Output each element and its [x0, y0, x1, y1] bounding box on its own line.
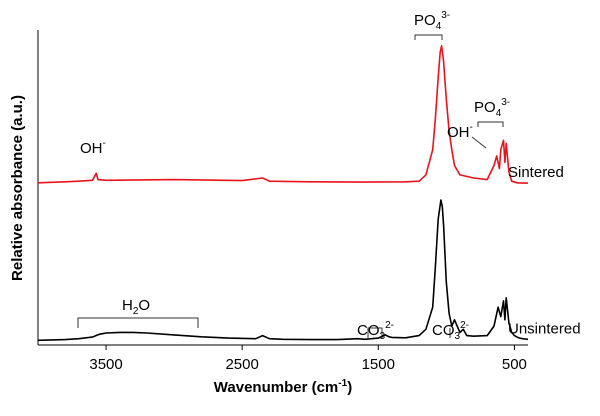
x-tick-label: 500: [502, 356, 527, 373]
annotation-sub: 2: [133, 306, 139, 317]
annotation: H2O: [122, 297, 150, 317]
annotation-base: PO: [414, 12, 436, 29]
annotation-sup: 2-: [460, 320, 469, 331]
annotation-base: OH: [447, 124, 470, 141]
x-axis-label-text: Wavenumber (cm: [214, 379, 338, 396]
annotation: OH-: [80, 138, 106, 157]
series-label: Sintered: [508, 164, 564, 181]
spectrum-line: [37, 45, 528, 184]
series-label: Unsintered: [508, 320, 581, 337]
annotation-sup: -: [103, 138, 106, 149]
spectrum-line: [37, 199, 529, 342]
x-axis-label-sup: -1: [338, 378, 347, 389]
annotation-base: CO: [357, 322, 380, 339]
pointer: [471, 136, 487, 149]
annotation-sup: 3-: [441, 10, 450, 21]
bracket: [367, 327, 383, 338]
annotation: PO43-: [474, 97, 510, 119]
y-axis-label: Relative absorbance (a.u.): [9, 95, 26, 281]
annotation-sub: 4: [496, 108, 502, 119]
annotation-base: CO: [432, 322, 455, 339]
annotation-base: PO: [474, 99, 496, 116]
x-tick-label: 2500: [225, 356, 258, 373]
annotation-end: O: [138, 297, 150, 314]
annotation-base: H: [122, 297, 133, 314]
annotation-sub: 3: [455, 331, 461, 342]
annotation-sub: 3: [380, 331, 386, 342]
annotation-base: OH: [80, 140, 103, 157]
annotation-sup: -: [470, 122, 473, 133]
annotation-sub: 4: [436, 21, 442, 32]
annotation-sup: 2-: [385, 320, 394, 331]
bracket: [477, 121, 504, 127]
annotation: PO43-: [414, 10, 450, 32]
bracket: [77, 317, 199, 328]
x-tick-label: 3500: [89, 356, 122, 373]
annotation: CO32-: [432, 320, 469, 342]
bracket: [414, 34, 443, 40]
annotation: OH-: [447, 122, 473, 141]
x-axis-label: Wavenumber (cm-1): [214, 378, 352, 396]
x-axis-label-end: ): [347, 379, 352, 396]
x-tick-label: 1500: [362, 356, 395, 373]
annotation: CO32-: [357, 320, 394, 342]
annotation-sup: 3-: [501, 97, 510, 108]
